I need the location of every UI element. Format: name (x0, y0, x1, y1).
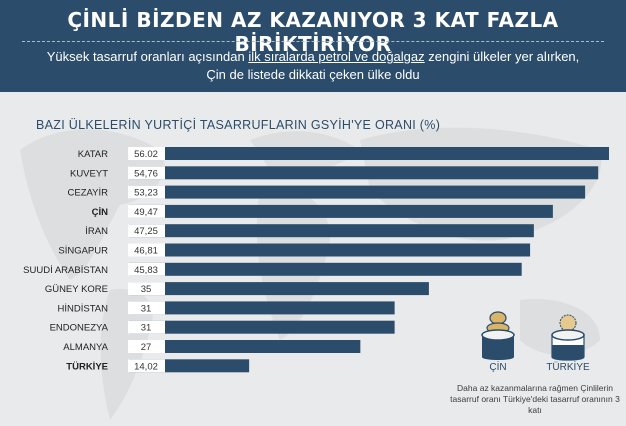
subtitle-text-start: Yüksek tasarruf oranları açısından (46, 49, 249, 64)
turkey-label: TÜRKİYE (546, 362, 590, 373)
category-label-cezayir: CEZAYİR (68, 188, 109, 199)
bar-guney-kore (129, 282, 429, 296)
value-label-kuveyt: 54,76 (134, 168, 158, 179)
china-cup-icon (481, 311, 515, 360)
value-box-katar (128, 147, 165, 160)
category-label-turkiye: TÜRKİYE (66, 361, 108, 372)
category-label-kuveyt: KUVEYT (70, 168, 108, 179)
cup-illustration (481, 311, 585, 361)
bar-almanya (129, 340, 361, 353)
header-banner: ÇİNLİ BİZDEN AZ KAZANIYOR 3 KAT FAZLA Bİ… (0, 0, 626, 92)
header-divider (22, 41, 604, 42)
bar-iran (129, 224, 534, 238)
value-box-guney-kore (128, 282, 165, 296)
bar-endonezya (129, 320, 395, 334)
value-label-iran: 47,25 (134, 226, 158, 237)
value-box-hindistan (128, 301, 165, 315)
category-label-singapur: SİNGAPUR (58, 246, 108, 257)
subtitle-highlight: ilk sıralarda petrol ve doğalgaz (248, 49, 425, 64)
category-label-almanya: ALMANYA (63, 342, 108, 353)
value-box-kuveyt (128, 166, 165, 180)
value-label-hindistan: 31 (141, 303, 152, 314)
page-title: ÇİNLİ BİZDEN AZ KAZANIYOR 3 KAT FAZLA Bİ… (67, 8, 559, 56)
value-box-turkiye (128, 359, 165, 373)
china-label: ÇİN (489, 362, 507, 373)
bar-singapur (129, 243, 531, 257)
value-label-guney-kore: 35 (141, 284, 152, 295)
subtitle-text-end: zengini ülkeler yer alırken, Çin de list… (206, 49, 580, 82)
category-label-endonezya: ENDONEZYA (50, 323, 109, 334)
value-label-cezayir: 53,23 (134, 188, 158, 199)
category-label-katar: KATAR (78, 149, 108, 160)
value-box-iran (128, 224, 165, 238)
bar-cezayir (129, 185, 586, 199)
bar-hindistan (129, 301, 395, 315)
value-label-suudi-arabistan: 45,83 (134, 265, 158, 276)
infographic-caption: Daha az kazanmalarına rağmen Çinlilerin … (450, 383, 620, 415)
bar-katar (129, 147, 609, 160)
category-label-cin: ÇİN (92, 207, 109, 218)
value-box-cin (128, 204, 165, 218)
value-label-katar: 56.02 (134, 149, 158, 160)
value-label-turkiye: 14,02 (134, 361, 158, 372)
category-label-suudi-arabistan: SUUDİ ARABİSTAN (23, 265, 108, 276)
category-label-hindistan: HİNDİSTAN (58, 303, 109, 314)
bar-suudi-arabistan (129, 262, 522, 276)
category-label-iran: İRAN (85, 226, 108, 237)
value-label-endonezya: 31 (141, 323, 152, 334)
value-box-endonezya (128, 320, 165, 334)
value-box-almanya (128, 340, 165, 353)
bar-cin (129, 204, 553, 218)
bar-kuveyt (129, 166, 599, 180)
value-label-cin: 49,47 (134, 207, 158, 218)
value-label-almanya: 27 (141, 342, 152, 353)
page-subtitle: Yüksek tasarruf oranları açısından ilk s… (40, 48, 586, 84)
chart-title: BAZI ÜLKELERİN YURTİÇİ TASARRUFLARIN GSY… (36, 118, 441, 132)
turkey-cup-icon (551, 314, 585, 361)
value-box-suudi-arabistan (128, 262, 165, 276)
value-label-singapur: 46,81 (134, 246, 158, 257)
value-box-cezayir (128, 185, 165, 199)
value-box-singapur (128, 243, 165, 257)
category-label-guney-kore: GÜNEY KORE (45, 284, 108, 295)
